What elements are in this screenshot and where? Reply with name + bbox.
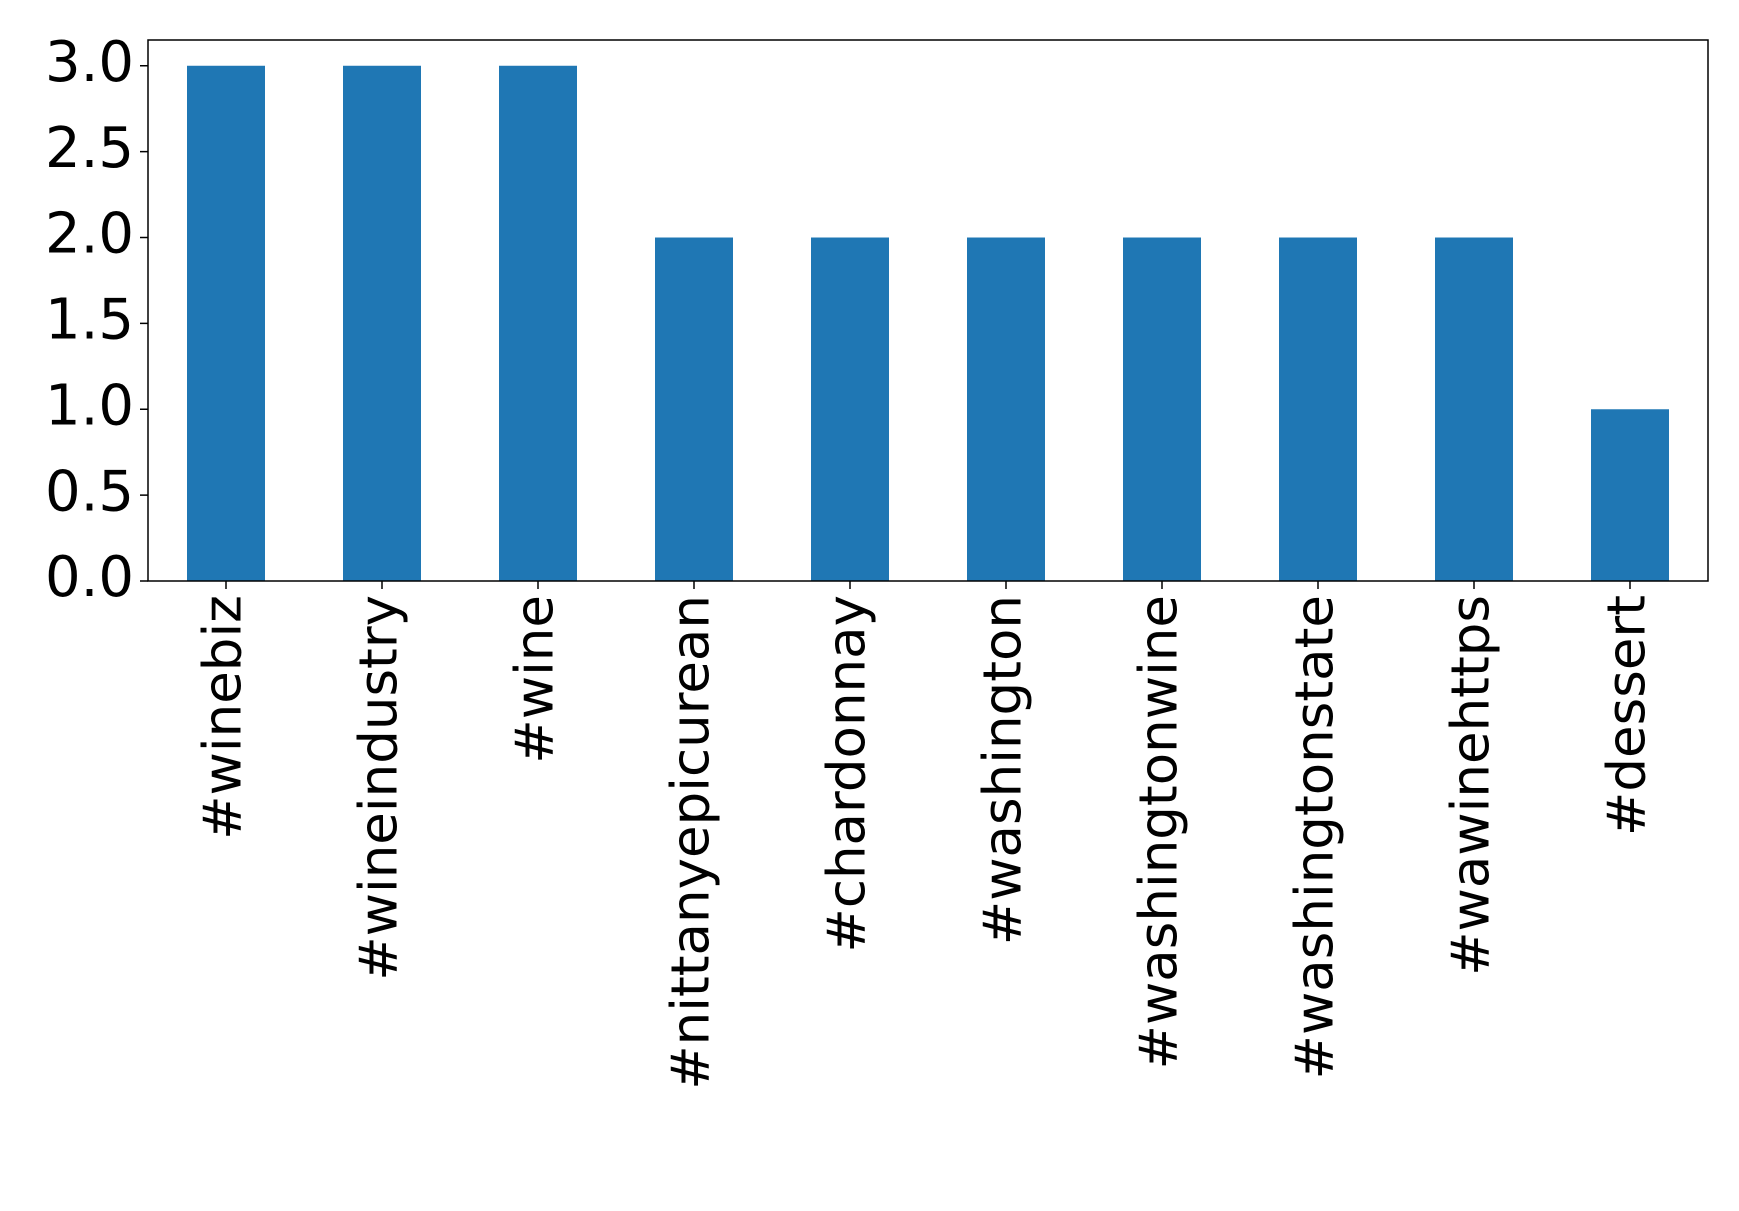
- x-tick-label: #winebiz: [193, 595, 254, 840]
- bar: [343, 65, 421, 581]
- y-tick-label: 1.0: [45, 373, 134, 438]
- bar: [1279, 237, 1357, 581]
- x-tick-label: #chardonnay: [817, 595, 878, 953]
- x-tick-label: #washingtonstate: [1285, 595, 1346, 1079]
- y-tick-label: 2.5: [45, 116, 134, 181]
- x-tick-label: #wineindustry: [349, 595, 410, 981]
- bar: [499, 65, 577, 581]
- bar: [1591, 409, 1669, 581]
- y-tick-label: 2.0: [45, 202, 134, 267]
- bar: [1123, 237, 1201, 581]
- bar: [967, 237, 1045, 581]
- bar: [811, 237, 889, 581]
- x-tick-label: #washingtonwine: [1129, 595, 1190, 1069]
- bar: [1435, 237, 1513, 581]
- y-tick-label: 1.5: [45, 288, 134, 353]
- x-tick-label: #wine: [505, 595, 566, 764]
- y-tick-label: 0.5: [45, 459, 134, 524]
- x-tick-label: #dessert: [1597, 595, 1658, 836]
- y-tick-label: 3.0: [45, 30, 134, 95]
- y-tick-label: 0.0: [45, 545, 134, 610]
- plot-frame: [147, 39, 1709, 582]
- bar: [655, 237, 733, 581]
- bar: [187, 65, 265, 581]
- x-tick-label: #wawinehttps: [1441, 595, 1502, 976]
- x-tick-label: #nittanyepicurean: [661, 595, 722, 1090]
- x-tick-label: #washington: [973, 595, 1034, 945]
